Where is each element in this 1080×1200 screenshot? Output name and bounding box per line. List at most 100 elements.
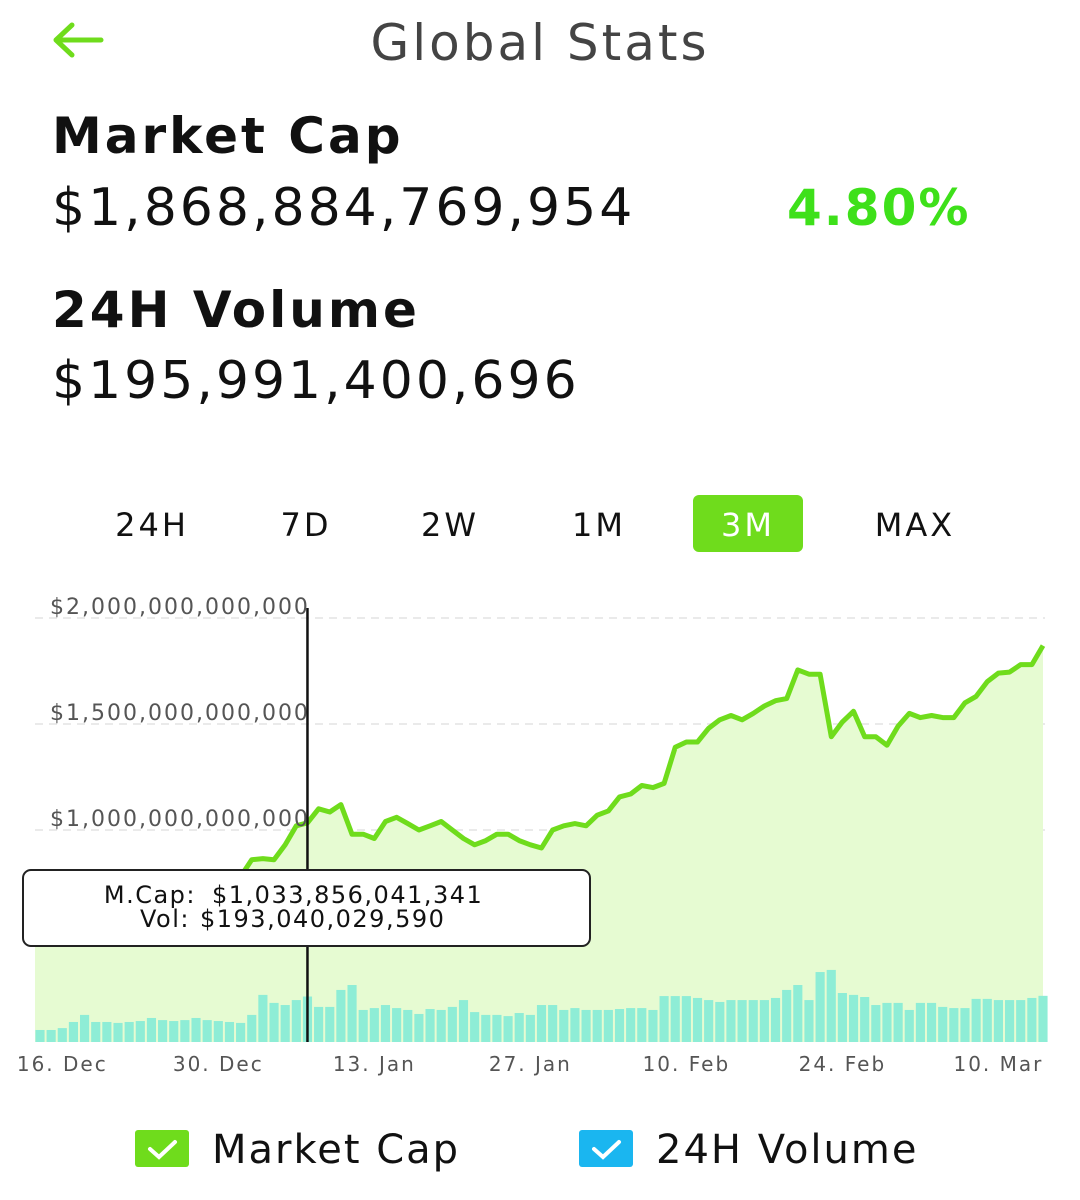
volume-bar	[269, 1002, 279, 1042]
volume-bar	[80, 1014, 90, 1042]
volume-bar	[815, 972, 825, 1042]
x-tick-label: 30. Dec	[173, 1052, 264, 1076]
volume-bar	[938, 1006, 948, 1042]
volume-bar	[458, 1000, 469, 1042]
tooltip-label: Vol:	[140, 905, 190, 933]
volume-bar	[380, 1005, 391, 1042]
volume-bar	[213, 1021, 223, 1042]
tooltip-value: $193,040,029,590	[200, 905, 445, 933]
volume-bar	[982, 998, 992, 1042]
volume-label: 24H Volume	[52, 281, 420, 339]
time-range-tab[interactable]: 7D	[281, 506, 332, 544]
volume-bar	[681, 996, 691, 1042]
volume-bar	[960, 1008, 970, 1042]
volume-bar	[893, 1002, 903, 1042]
volume-bar	[525, 1014, 535, 1042]
volume-bar	[848, 994, 859, 1042]
volume-bar	[726, 1000, 736, 1042]
volume-bar	[280, 1005, 290, 1042]
x-tick-label: 10. Feb	[643, 1052, 731, 1076]
legend-check	[592, 1140, 621, 1160]
volume-bar	[1038, 995, 1048, 1042]
volume-bar	[403, 1009, 413, 1042]
volume-bar	[614, 1009, 625, 1042]
volume-bar	[492, 1014, 502, 1042]
volume-bar	[715, 1001, 725, 1042]
volume-bar	[247, 1014, 257, 1042]
volume-value: $195,991,400,696	[52, 351, 580, 411]
volume-bar	[514, 1013, 524, 1042]
volume-bar	[258, 994, 268, 1042]
x-tick-label: 27. Jan	[489, 1052, 572, 1076]
back-button[interactable]	[53, 22, 104, 58]
volume-bar	[626, 1008, 636, 1042]
x-tick-label: 16. Dec	[17, 1052, 108, 1076]
legend-item[interactable]: Market Cap	[135, 1127, 460, 1173]
volume-bar	[503, 1016, 513, 1042]
tab-highlight	[693, 495, 803, 552]
tooltip-box	[22, 869, 591, 947]
chart: $1,000,000,000,000 $1,500,000,000,000 $2,0…	[17, 595, 1048, 1076]
volume-bar	[436, 1009, 446, 1042]
volume-bar	[603, 1009, 613, 1042]
volume-bar	[737, 1000, 747, 1042]
volume-bar	[882, 1002, 892, 1042]
volume-bar	[57, 1028, 67, 1042]
volume-bar	[224, 1021, 235, 1042]
volume-bar	[871, 1005, 881, 1042]
volume-bar	[536, 1005, 547, 1042]
legend-item[interactable]: 24H Volume	[579, 1127, 918, 1173]
legend-check	[148, 1140, 177, 1160]
volume-bar	[993, 1000, 1003, 1042]
time-range-tab[interactable]: 2W	[421, 506, 479, 544]
volume-bar	[1027, 997, 1037, 1042]
time-range-tab[interactable]: 1M	[572, 506, 626, 544]
volume-bar	[347, 984, 357, 1042]
market-cap-label: Market Cap	[52, 107, 404, 165]
y-tick-label: $1,000,000,000,000	[50, 807, 310, 832]
market-cap-change: 4.80%	[787, 179, 970, 237]
time-range-tab[interactable]: MAX	[875, 506, 955, 544]
volume-bar	[358, 1009, 368, 1042]
volume-bar	[570, 1008, 580, 1042]
legend-checkbox	[135, 1130, 189, 1167]
volume-bar	[1016, 1000, 1026, 1042]
volume-bar	[392, 1008, 402, 1042]
back-arrow	[53, 22, 104, 58]
volume-bar	[481, 1014, 491, 1042]
tooltip: M.Cap: $1,033,856,041,341 Vol: $193,040,029…	[22, 869, 591, 947]
market-cap-value: $1,868,884,769,954	[52, 178, 635, 238]
volume-bar	[113, 1022, 123, 1042]
volume-bar	[447, 1006, 457, 1042]
volume-bar	[748, 1000, 758, 1042]
time-range-tab[interactable]: 3M	[693, 495, 803, 552]
page-title: Global Stats	[370, 14, 709, 72]
volume-bar	[158, 1020, 168, 1042]
legend-label: Market Cap	[212, 1127, 460, 1173]
tab-label: 24H	[115, 506, 189, 544]
volume-bar	[414, 1013, 424, 1042]
volume-bar	[180, 1020, 190, 1042]
tooltip-value: $1,033,856,041,341	[212, 881, 483, 909]
y-tick-label: $1,500,000,000,000	[50, 701, 310, 726]
volume-bar	[837, 993, 847, 1042]
volume-bar	[102, 1021, 112, 1042]
volume-bar	[314, 1006, 324, 1042]
volume-bar	[425, 1009, 435, 1042]
volume-bar	[949, 1008, 959, 1042]
legend-label: 24H Volume	[656, 1127, 918, 1173]
volume-bar	[291, 1000, 301, 1042]
time-range-tab[interactable]: 24H	[115, 506, 189, 544]
volume-bar	[793, 984, 803, 1042]
x-tick-label: 24. Feb	[799, 1052, 887, 1076]
volume-bar	[648, 1009, 658, 1042]
x-tick-label: 10. Mar	[953, 1052, 1043, 1076]
volume-bar	[325, 1006, 335, 1042]
volume-bar	[971, 998, 981, 1042]
tab-label: 1M	[572, 506, 626, 544]
volume-bar	[35, 1029, 45, 1042]
x-tick-label: 13. Jan	[333, 1052, 416, 1076]
tab-label: MAX	[875, 506, 955, 544]
volume-bar	[202, 1020, 212, 1042]
